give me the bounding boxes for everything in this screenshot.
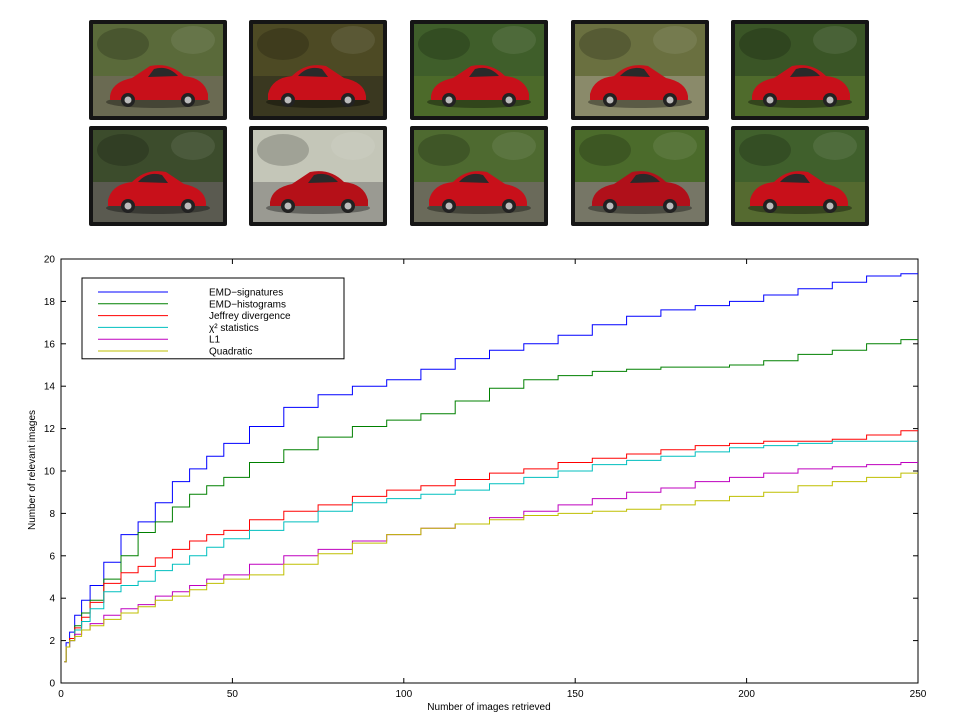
y-tick-label: 12	[44, 424, 56, 435]
legend-entry: L1	[209, 335, 221, 346]
series-line-1	[64, 273, 918, 663]
car-photo-9	[571, 126, 709, 226]
car-photo-6	[89, 126, 227, 226]
x-tick-label: 0	[58, 689, 64, 700]
legend-entry: EMD−signatures	[209, 288, 283, 299]
x-tick-label: 50	[227, 689, 239, 700]
y-tick-label: 8	[49, 509, 55, 520]
series-line-4	[64, 440, 918, 663]
y-tick-label: 20	[44, 255, 56, 266]
x-tick-label: 200	[738, 689, 755, 700]
car-photo-2	[249, 20, 387, 120]
car-photo-7	[249, 126, 387, 226]
car-photo-3	[410, 20, 548, 120]
y-tick-label: 16	[44, 339, 56, 350]
y-axis-label: Number of relevant images	[27, 410, 38, 530]
y-tick-label: 2	[49, 636, 55, 647]
series-line-6	[64, 472, 918, 663]
y-tick-label: 4	[49, 594, 55, 605]
x-tick-label: 250	[910, 689, 927, 700]
x-tick-label: 150	[567, 689, 584, 700]
series-line-2	[64, 339, 918, 663]
legend-box	[81, 277, 345, 360]
car-photo-5	[731, 20, 869, 120]
car-photo-10	[731, 126, 869, 226]
series-group	[64, 273, 918, 663]
thumbnail-gallery	[0, 0, 960, 240]
ticks-group: 0 50 100 150 200 250 0 2 4 6 8 10 12 14 16 18 20	[44, 255, 927, 701]
y-tick-label: 18	[44, 297, 56, 308]
x-axis-label: Number of images retrieved	[427, 702, 550, 713]
legend-entry: χ² statistics	[209, 323, 259, 334]
legend-entry: Jeffrey divergence	[209, 311, 291, 322]
y-tick-label: 6	[49, 551, 55, 562]
car-photo-8	[410, 126, 548, 226]
y-tick-label: 0	[49, 679, 55, 690]
legend-entry: EMD−histograms	[209, 299, 286, 310]
series-line-3	[64, 430, 918, 663]
y-tick-label: 10	[44, 467, 56, 478]
retrieval-chart: 0 50 100 150 200 250 0 2 4 6 8 10 12 14 16 18 20 EMD−sig…	[27, 255, 927, 714]
car-photo-4	[571, 20, 709, 120]
car-photo-1	[89, 20, 227, 120]
legend-entry: Quadratic	[209, 347, 252, 358]
x-tick-label: 100	[395, 689, 412, 700]
y-tick-label: 14	[44, 382, 56, 393]
